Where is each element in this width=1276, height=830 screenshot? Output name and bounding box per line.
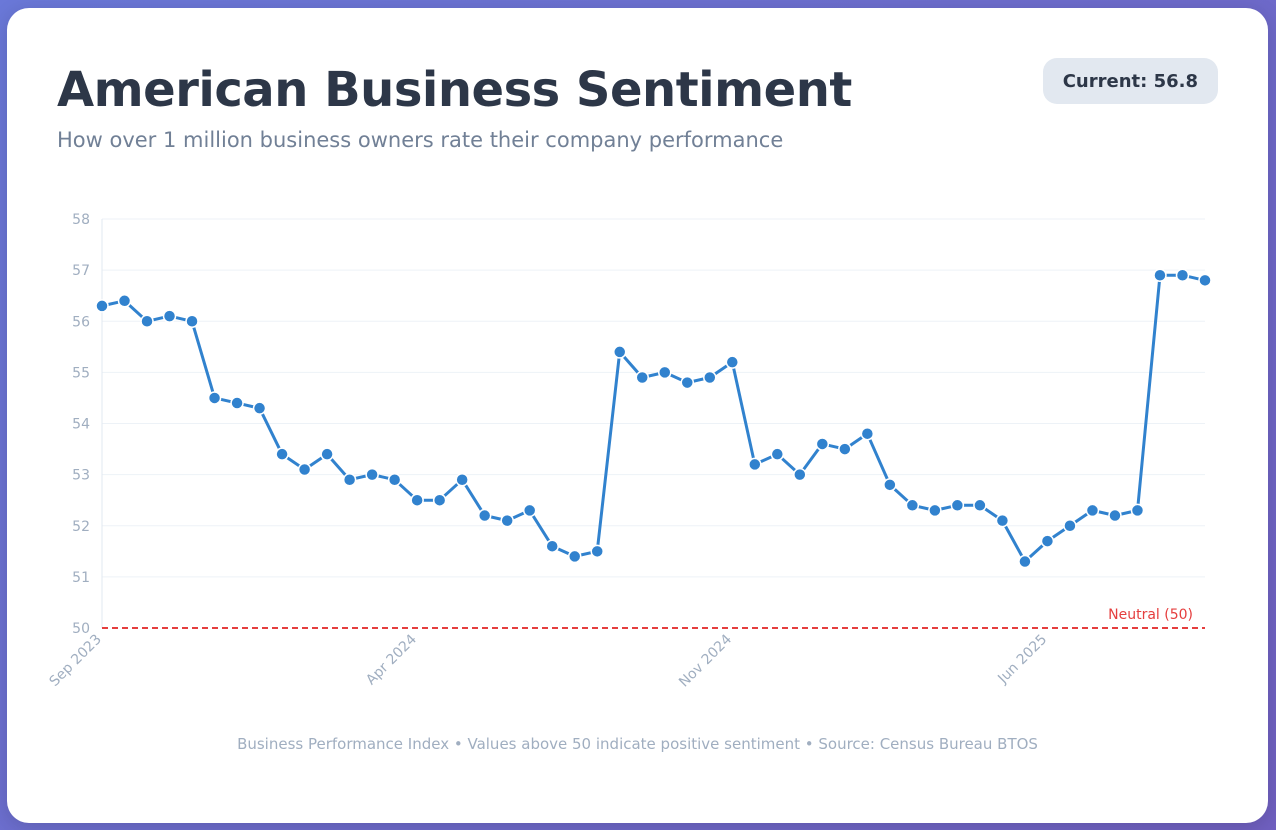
data-point [748, 457, 762, 472]
data-point [252, 401, 267, 415]
data-point [522, 503, 537, 518]
x-tick-label: Nov 2024 [676, 631, 735, 690]
data-point [545, 539, 559, 553]
data-point [635, 370, 649, 385]
data-point [1063, 519, 1077, 533]
data-point [275, 447, 289, 461]
y-tick-label: 51 [72, 570, 90, 586]
data-point [387, 472, 402, 487]
x-tick-label: Apr 2024 [363, 631, 420, 688]
y-tick-label: 55 [72, 365, 90, 381]
data-point [1108, 508, 1122, 523]
data-point [612, 345, 627, 359]
data-point [117, 294, 132, 308]
data-point [1130, 503, 1145, 518]
data-point [567, 549, 582, 564]
data-point [928, 503, 942, 518]
current-value-badge: Current: 56.8 [1042, 58, 1218, 104]
line-chart: 50 51 52 53 54 55 56 57 58 Neutral (50) Sep 2023… [47, 212, 1212, 690]
data-point [770, 447, 785, 461]
data-point [950, 498, 965, 513]
y-tick-label: 58 [72, 212, 90, 228]
page-subtitle: How over 1 million business owners rate … [57, 128, 784, 152]
data-point [1153, 268, 1167, 282]
data-point [477, 508, 492, 523]
chart-card: American Business Sentiment How over 1 m… [7, 8, 1268, 823]
axis-layer: 50 51 52 53 54 55 56 57 58 [72, 212, 103, 637]
x-tick-label: Jun 2025 [994, 632, 1050, 688]
neutral-reference-label: Neutral (50) [1108, 607, 1193, 623]
points-layer [95, 268, 1212, 569]
data-point [680, 375, 695, 390]
data-point [342, 472, 357, 487]
y-tick-label: 52 [72, 519, 90, 535]
data-point [95, 299, 109, 313]
data-point [860, 426, 875, 441]
data-point [365, 467, 379, 482]
data-point [725, 355, 740, 369]
data-point [1018, 554, 1032, 569]
data-point [883, 478, 897, 492]
data-point [320, 447, 334, 461]
data-point [1198, 273, 1212, 288]
data-point [838, 442, 852, 456]
y-tick-label: 53 [72, 468, 90, 484]
data-point [973, 498, 987, 513]
data-point [297, 462, 312, 477]
data-point [815, 437, 830, 451]
data-point [162, 309, 177, 323]
x-tick-label: Sep 2023 [47, 632, 105, 690]
y-tick-label: 56 [72, 314, 90, 330]
data-point [995, 513, 1010, 528]
series-layer [100, 273, 1207, 563]
y-tick-label: 54 [72, 417, 90, 433]
series-line [100, 273, 1207, 563]
data-point [455, 472, 469, 487]
data-point [590, 544, 604, 559]
y-tick-label: 57 [72, 263, 90, 279]
data-point [658, 365, 672, 380]
y-tick-label: 50 [72, 621, 90, 637]
data-point [230, 396, 244, 410]
chart-footer: Business Performance Index • Values abov… [237, 735, 1038, 753]
data-point [905, 498, 920, 513]
data-point [793, 467, 807, 482]
reference-layer: Neutral (50) [102, 607, 1205, 629]
data-point [1175, 268, 1190, 282]
data-point [703, 370, 717, 385]
data-point [185, 314, 199, 328]
page-title: American Business Sentiment [57, 62, 852, 118]
grid-layer [102, 218, 1205, 578]
x-tick-layer: Sep 2023 Apr 2024 Nov 2024 Jun 2025 [47, 631, 1051, 690]
data-point [207, 391, 222, 405]
data-point [1040, 534, 1055, 548]
data-point [432, 493, 447, 507]
data-point [1085, 503, 1100, 518]
data-point [410, 493, 424, 507]
data-point [500, 513, 514, 528]
data-point [140, 314, 154, 328]
